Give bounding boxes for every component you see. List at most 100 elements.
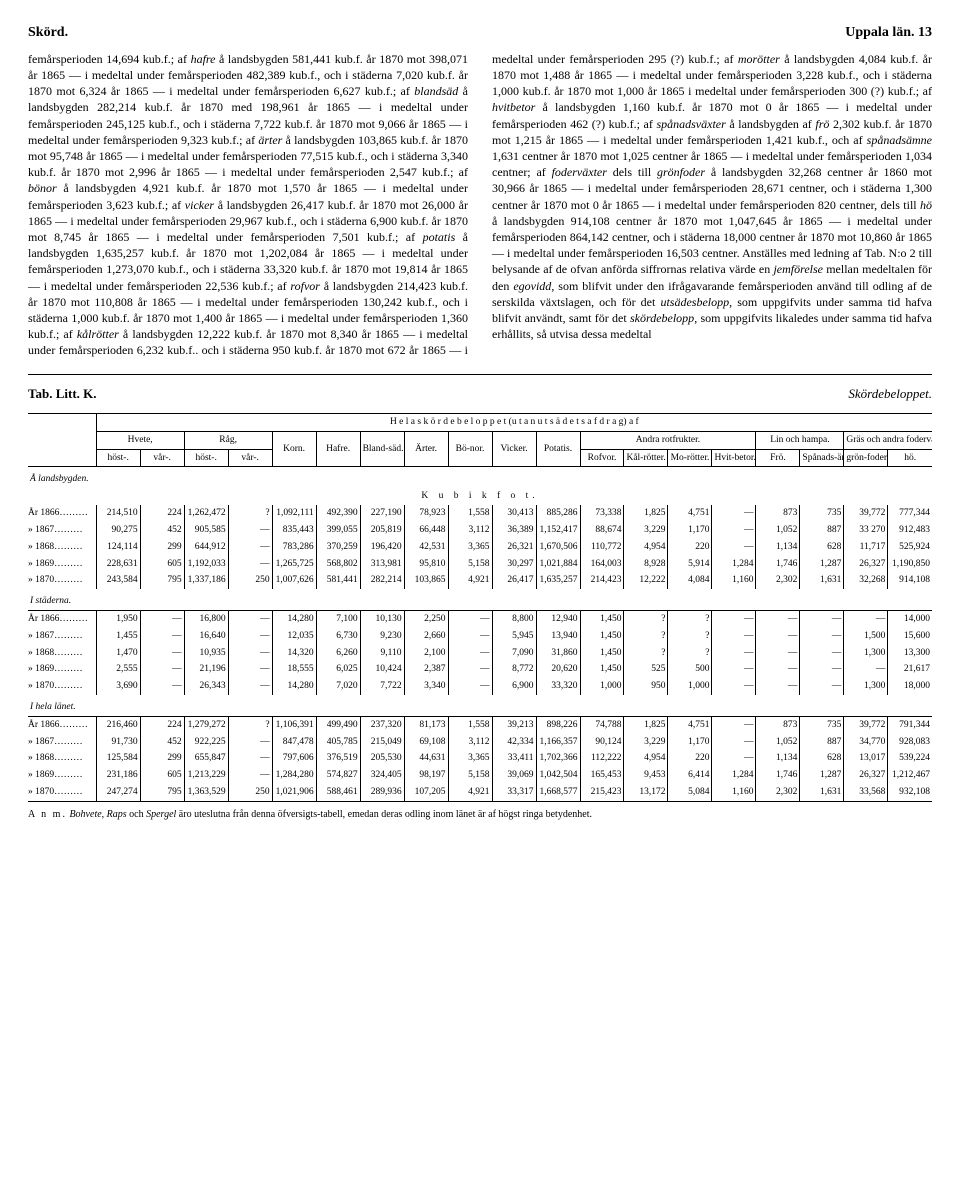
sub-gronfoder: grön-foder.: [844, 449, 888, 467]
table-cell: 26,343: [184, 678, 228, 695]
table-cell: 777,344: [888, 505, 932, 522]
col-foder: Gräs och andra foderväxter till: [844, 431, 932, 449]
table-cell: 26,327: [844, 767, 888, 784]
table-cell: 8,928: [624, 556, 668, 573]
table-cell: 1,192,033: [184, 556, 228, 573]
table-cell: 644,912: [184, 539, 228, 556]
table-cell: 231,186: [96, 767, 140, 784]
sub-var2: vår-.: [228, 449, 272, 467]
row-label: » 1870………: [28, 784, 96, 801]
table-cell: 30,297: [492, 556, 536, 573]
table-cell: 1,500: [844, 628, 888, 645]
table-cell: 21,617: [888, 661, 932, 678]
table-cell: 3,229: [624, 734, 668, 751]
table-cell: —: [756, 610, 800, 627]
table-cell: 835,443: [272, 522, 316, 539]
table-cell: 5,945: [492, 628, 536, 645]
table-cell: 1,455: [96, 628, 140, 645]
table-cell: —: [712, 716, 756, 733]
table-cell: —: [800, 678, 844, 695]
table-cell: —: [800, 628, 844, 645]
table-cell: 655,847: [184, 750, 228, 767]
table-cell: 2,100: [404, 645, 448, 662]
table-cell: 1,021,884: [536, 556, 580, 573]
row-label: » 1869………: [28, 556, 96, 573]
table-cell: 42,334: [492, 734, 536, 751]
table-cell: 14,000: [888, 610, 932, 627]
table-cell: 735: [800, 505, 844, 522]
table-cell: 1,287: [800, 767, 844, 784]
table-cell: 735: [800, 716, 844, 733]
table-cell: 95,810: [404, 556, 448, 573]
table-cell: 31,860: [536, 645, 580, 662]
col-korn: Korn.: [272, 431, 316, 467]
table-cell: 90,275: [96, 522, 140, 539]
table-cell: 3,112: [448, 522, 492, 539]
table-cell: 950: [624, 678, 668, 695]
table-cell: 66,448: [404, 522, 448, 539]
table-cell: 69,108: [404, 734, 448, 751]
table-cell: 9,110: [360, 645, 404, 662]
table-cell: —: [712, 750, 756, 767]
table-cell: 30,413: [492, 505, 536, 522]
table-cell: 628: [800, 539, 844, 556]
table-cell: —: [756, 661, 800, 678]
table-cell: 3,340: [404, 678, 448, 695]
table-cell: 110,772: [580, 539, 624, 556]
table-cell: 16,800: [184, 610, 228, 627]
table-cell: —: [228, 628, 272, 645]
sub-host2: höst-.: [184, 449, 228, 467]
separator: [28, 374, 932, 375]
table-cell: 898,226: [536, 716, 580, 733]
table-cell: 795: [140, 784, 184, 801]
table-cell: 1,160: [712, 572, 756, 589]
table-cell: 107,205: [404, 784, 448, 801]
table-cell: 282,214: [360, 572, 404, 589]
table-cell: 887: [800, 522, 844, 539]
table-cell: 8,800: [492, 610, 536, 627]
table-cell: 247,274: [96, 784, 140, 801]
table-cell: 98,197: [404, 767, 448, 784]
table-cell: 26,417: [492, 572, 536, 589]
table-cell: 405,785: [316, 734, 360, 751]
table-cell: 1,670,506: [536, 539, 580, 556]
table-cell: 250: [228, 784, 272, 801]
table-cell: 289,936: [360, 784, 404, 801]
table-cell: 539,224: [888, 750, 932, 767]
table-cell: 797,606: [272, 750, 316, 767]
table-cell: —: [228, 661, 272, 678]
table-cell: 4,954: [624, 750, 668, 767]
table-cell: 1,702,366: [536, 750, 580, 767]
table-cell: 1,470: [96, 645, 140, 662]
table-cell: 13,017: [844, 750, 888, 767]
row-label: » 1867………: [28, 628, 96, 645]
superhead: H e l a s k ö r d e b e l o p p e t (u t…: [96, 414, 932, 432]
table-cell: 4,954: [624, 539, 668, 556]
table-cell: —: [712, 661, 756, 678]
table-cell: 1,631: [800, 784, 844, 801]
table-cell: 36,389: [492, 522, 536, 539]
sub-fro: Frö.: [756, 449, 800, 467]
table-cell: 1,825: [624, 716, 668, 733]
table-cell: 18,555: [272, 661, 316, 678]
table-cell: 124,114: [96, 539, 140, 556]
table-cell: 3,112: [448, 734, 492, 751]
table-cell: —: [800, 610, 844, 627]
table-cell: 214,510: [96, 505, 140, 522]
col-hvete: Hvete,: [96, 431, 184, 449]
table-cell: 1,558: [448, 505, 492, 522]
table-cell: 2,250: [404, 610, 448, 627]
table-cell: 5,158: [448, 556, 492, 573]
table-cell: —: [712, 734, 756, 751]
table-cell: —: [228, 678, 272, 695]
table-cell: 932,108: [888, 784, 932, 801]
table-cell: —: [844, 661, 888, 678]
table-cell: 21,196: [184, 661, 228, 678]
table-cell: 1,042,504: [536, 767, 580, 784]
table-cell: 228,631: [96, 556, 140, 573]
table-cell: 492,390: [316, 505, 360, 522]
table-cell: 1,212,467: [888, 767, 932, 784]
col-linhampa: Lin och hampa.: [756, 431, 844, 449]
sub-host1: höst-.: [96, 449, 140, 467]
table-cell: 26,321: [492, 539, 536, 556]
